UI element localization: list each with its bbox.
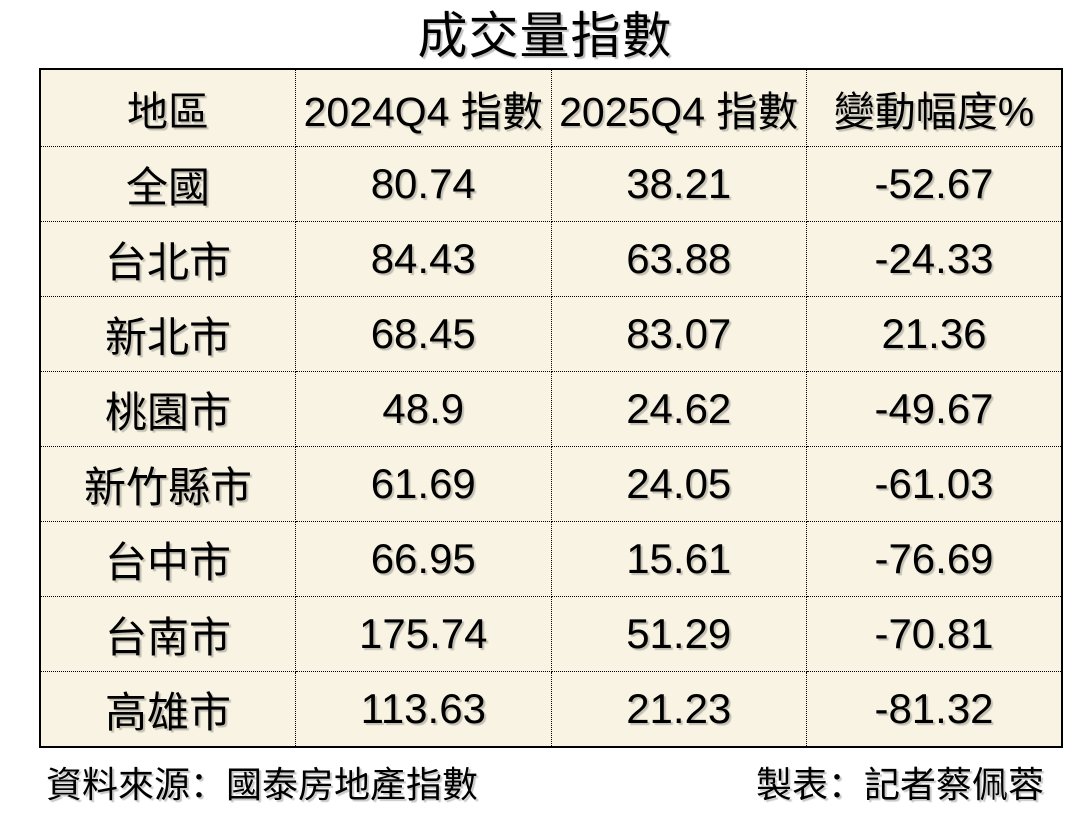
table-row-tainan: 台南市 175.74 51.29 -70.81 bbox=[39, 596, 1063, 672]
column-header-2025q4-index: 2025Q4 指數 bbox=[550, 68, 807, 147]
index-2024q4-cell: 61.69 bbox=[295, 446, 552, 522]
region-cell: 全國 bbox=[39, 146, 296, 222]
source-note: 資料來源：國泰房地產指數 bbox=[46, 764, 479, 805]
change-pct-cell: -61.03 bbox=[806, 446, 1063, 522]
index-2024q4-cell: 84.43 bbox=[295, 221, 552, 297]
table-row-taichung: 台中市 66.95 15.61 -76.69 bbox=[39, 521, 1063, 597]
table-header-row: 地區 2024Q4 指數 2025Q4 指數 變動幅度% bbox=[39, 68, 1063, 147]
region-cell: 高雄市 bbox=[39, 671, 296, 748]
volume-index-table: 地區 2024Q4 指數 2025Q4 指數 變動幅度% 全國 80.74 38… bbox=[39, 68, 1063, 748]
index-2024q4-cell: 80.74 bbox=[295, 146, 552, 222]
index-2024q4-cell: 68.45 bbox=[295, 296, 552, 372]
table-row-taoyuan: 桃園市 48.9 24.62 -49.67 bbox=[39, 371, 1063, 447]
change-pct-cell: -52.67 bbox=[806, 146, 1063, 222]
change-pct-cell: -24.33 bbox=[806, 221, 1063, 297]
column-header-change-pct: 變動幅度% bbox=[806, 68, 1063, 147]
change-pct-cell: -70.81 bbox=[806, 596, 1063, 672]
region-cell: 台南市 bbox=[39, 596, 296, 672]
index-2025q4-cell: 24.62 bbox=[550, 371, 807, 447]
index-2025q4-cell: 51.29 bbox=[550, 596, 807, 672]
column-header-2024q4-index: 2024Q4 指數 bbox=[295, 68, 552, 147]
table-row-kaohsiung: 高雄市 113.63 21.23 -81.32 bbox=[39, 671, 1063, 748]
change-pct-cell: -49.67 bbox=[806, 371, 1063, 447]
index-2024q4-cell: 48.9 bbox=[295, 371, 552, 447]
region-cell: 台中市 bbox=[39, 521, 296, 597]
region-cell: 台北市 bbox=[39, 221, 296, 297]
change-pct-cell: 21.36 bbox=[806, 296, 1063, 372]
index-2025q4-cell: 21.23 bbox=[550, 671, 807, 748]
table-row-taipei: 台北市 84.43 63.88 -24.33 bbox=[39, 221, 1063, 297]
index-2024q4-cell: 66.95 bbox=[295, 521, 552, 597]
page-title: 成交量指數 bbox=[417, 8, 673, 64]
change-pct-cell: -81.32 bbox=[806, 671, 1063, 748]
change-pct-cell: -76.69 bbox=[806, 521, 1063, 597]
index-2025q4-cell: 15.61 bbox=[550, 521, 807, 597]
credit-note: 製表：記者蔡佩蓉 bbox=[755, 764, 1044, 805]
region-cell: 桃園市 bbox=[39, 371, 296, 447]
table-body: 全國 80.74 38.21 -52.67 台北市 84.43 63.88 -2… bbox=[39, 146, 1063, 748]
region-cell: 新竹縣市 bbox=[39, 446, 296, 522]
index-2025q4-cell: 24.05 bbox=[550, 446, 807, 522]
index-2024q4-cell: 113.63 bbox=[295, 671, 552, 748]
table-row-nationwide: 全國 80.74 38.21 -52.67 bbox=[39, 146, 1063, 222]
index-2025q4-cell: 38.21 bbox=[550, 146, 807, 222]
index-2024q4-cell: 175.74 bbox=[295, 596, 552, 672]
column-header-region: 地區 bbox=[39, 68, 296, 147]
footer: 資料來源：國泰房地產指數 製表：記者蔡佩蓉 bbox=[0, 763, 1090, 807]
index-2025q4-cell: 83.07 bbox=[550, 296, 807, 372]
table-head: 地區 2024Q4 指數 2025Q4 指數 變動幅度% bbox=[39, 68, 1063, 147]
index-2025q4-cell: 63.88 bbox=[550, 221, 807, 297]
table-row-hsinchu: 新竹縣市 61.69 24.05 -61.03 bbox=[39, 446, 1063, 522]
region-cell: 新北市 bbox=[39, 296, 296, 372]
table-row-new-taipei: 新北市 68.45 83.07 21.36 bbox=[39, 296, 1063, 372]
